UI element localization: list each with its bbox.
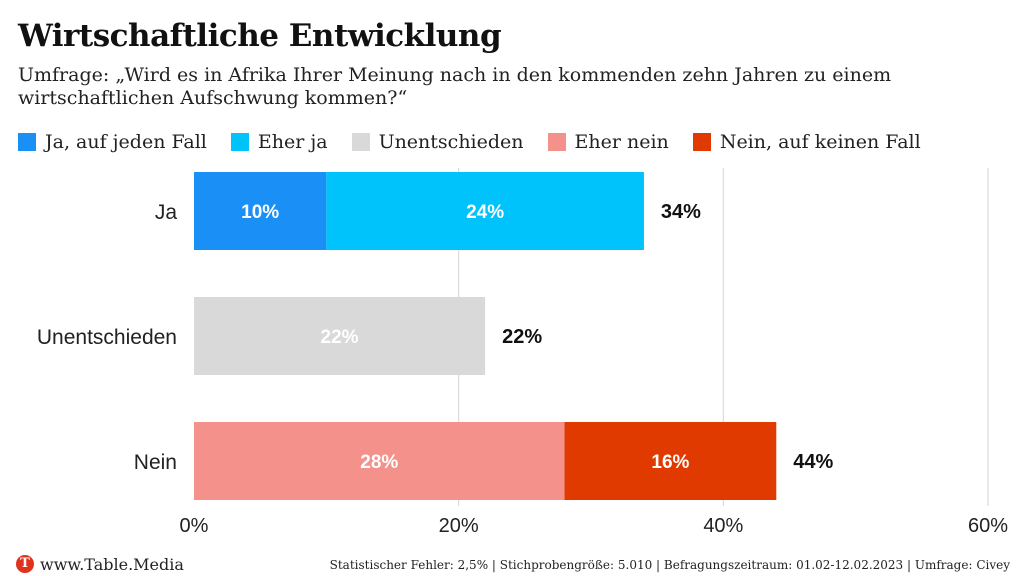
footer-site: www.Table.Media — [40, 555, 184, 574]
legend-label: Unentschieden — [378, 131, 524, 153]
bar-total-label: 44% — [793, 451, 833, 473]
bar-segment — [194, 422, 565, 500]
category-label: Unentschieden — [37, 326, 177, 349]
table-media-logo-icon: T — [16, 555, 34, 573]
footer-source-note: Statistischer Fehler: 2,5% | Stichproben… — [329, 558, 1010, 572]
bar-value-label: 28% — [360, 452, 398, 473]
x-tick-label: 20% — [439, 515, 479, 537]
legend-label: Ja, auf jeden Fall — [45, 131, 207, 153]
legend-swatch — [18, 133, 36, 151]
legend-label: Eher nein — [574, 131, 669, 153]
x-tick-label: 40% — [703, 515, 743, 537]
chart-subtitle: Umfrage: „Wird es in Afrika Ihrer Meinun… — [18, 64, 892, 109]
legend-item: Ja, auf jeden Fall — [18, 131, 207, 153]
legend-label: Nein, auf keinen Fall — [719, 131, 921, 153]
bar-segment — [326, 172, 644, 250]
chart-title: Wirtschaftliche Entwicklung — [18, 18, 502, 54]
legend-swatch — [230, 133, 249, 151]
bar-segment — [564, 422, 777, 500]
legend-item: Nein, auf keinen Fall — [692, 131, 921, 153]
bar-total-label: 34% — [661, 201, 701, 223]
legend-swatch — [351, 133, 370, 151]
legend-item: Eher nein — [547, 131, 669, 153]
chart-legend: Ja, auf jeden Fall Eher ja Unentschieden Eh… — [18, 131, 945, 153]
category-label: Nein — [134, 451, 177, 474]
legend-label: Eher ja — [257, 131, 328, 153]
legend-swatch — [547, 133, 566, 151]
legend-swatch — [692, 133, 711, 151]
bar-segment — [194, 172, 327, 250]
x-tick-label: 60% — [968, 515, 1008, 537]
legend-item: Unentschieden — [351, 131, 524, 153]
bar-value-label: 16% — [651, 452, 689, 473]
category-label: Ja — [155, 201, 178, 224]
x-tick-label: 0% — [180, 515, 209, 537]
bar-value-label: 24% — [466, 202, 504, 223]
legend-item: Eher ja — [230, 131, 328, 153]
bar-segment — [194, 297, 486, 375]
bar-value-label: 10% — [241, 202, 279, 223]
bar-value-label: 22% — [321, 327, 359, 348]
bar-total-label: 22% — [502, 326, 542, 348]
